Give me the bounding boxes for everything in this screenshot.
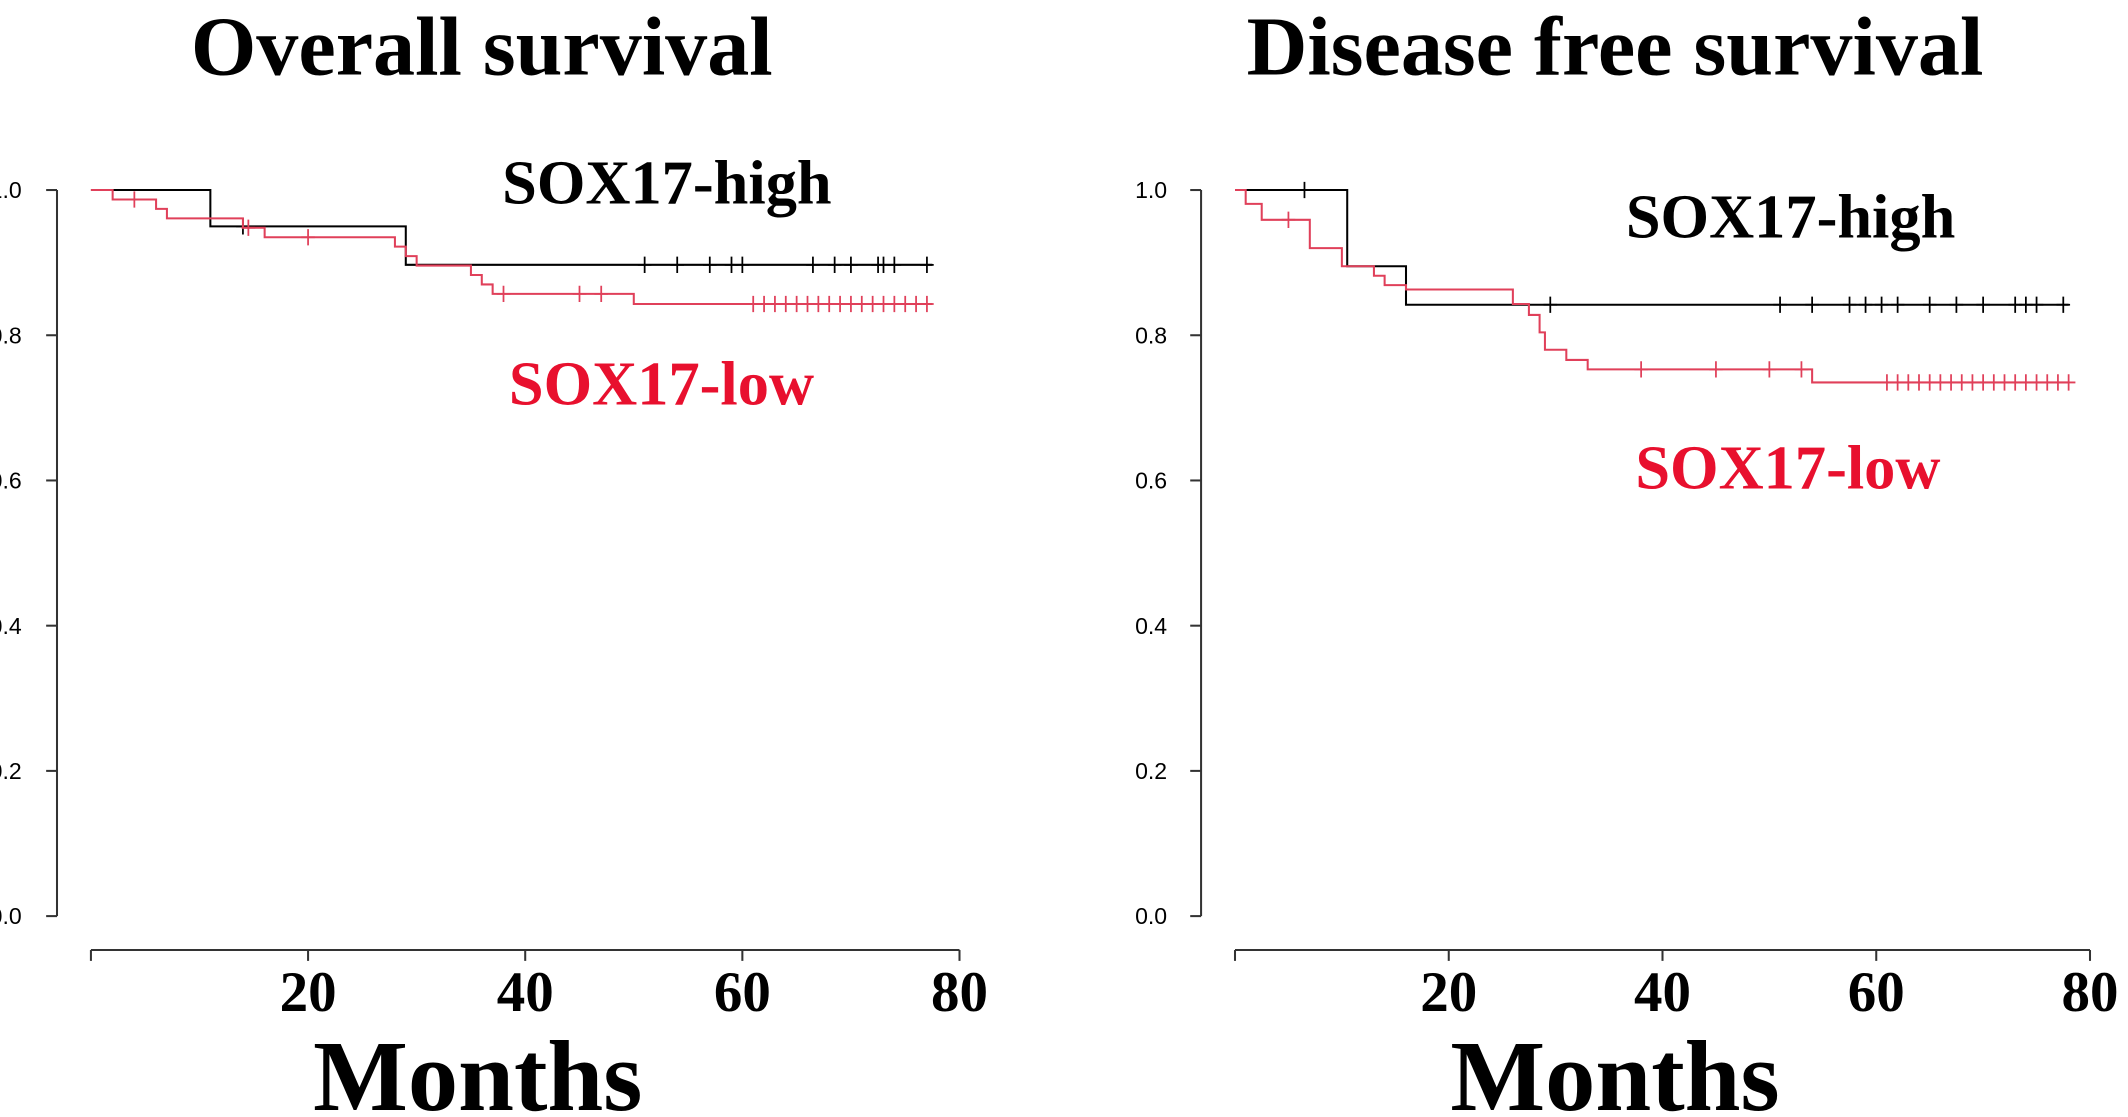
censor-mark — [887, 256, 902, 273]
y-tick-label: 1.0 — [0, 177, 22, 203]
y-tick-label: 0.0 — [0, 903, 22, 929]
y-tick-label: 0.4 — [1135, 613, 1167, 639]
censor-mark — [1890, 296, 1905, 313]
censor-mark — [2061, 374, 2076, 391]
censor-mark — [127, 191, 142, 208]
y-tick-label: 0.6 — [1135, 468, 1167, 494]
legend-label: SOX17-high — [1626, 182, 1955, 252]
censor-mark — [594, 285, 608, 303]
survival-curve — [90, 189, 933, 266]
y-tick-label: 0.8 — [0, 322, 22, 348]
censor-mark — [637, 256, 652, 273]
y-tick-label: 0.2 — [0, 758, 22, 784]
censor-mark — [806, 256, 820, 273]
y-tick-label: 0.0 — [1135, 903, 1167, 929]
x-tick-label: 60 — [1848, 961, 1905, 1024]
y-tick-label: 0.2 — [1135, 758, 1167, 784]
chart-title: Disease free survival — [1247, 1, 1984, 94]
censor-mark — [1805, 296, 1819, 313]
censor-mark — [1543, 296, 1558, 313]
censor-mark — [301, 229, 315, 246]
x-tick-label: 40 — [497, 961, 554, 1024]
chart-title: Overall survival — [191, 1, 773, 94]
censor-mark — [827, 256, 842, 273]
x-tick-label: 40 — [1634, 961, 1691, 1024]
censor-mark — [1842, 296, 1857, 313]
censor-mark — [1922, 296, 1937, 313]
survival-curve — [90, 189, 933, 306]
censor-mark — [2056, 296, 2071, 313]
censor-mark — [920, 256, 934, 273]
x-tick-label: 20 — [280, 961, 337, 1024]
censor-mark — [1709, 361, 1723, 378]
legend-label: SOX17-low — [509, 348, 814, 418]
y-tick-label: 0.6 — [0, 468, 22, 494]
censor-mark — [1858, 296, 1873, 313]
x-axis-label: Months — [1450, 1021, 1779, 1117]
censor-mark — [1794, 361, 1809, 378]
x-axis-label: Months — [313, 1021, 642, 1117]
censor-mark — [1634, 361, 1648, 378]
censor-mark — [703, 256, 717, 273]
censor-mark — [2029, 296, 2044, 313]
censor-mark — [241, 219, 256, 236]
survival-curve — [1235, 189, 2069, 384]
x-tick-label: 20 — [1420, 961, 1477, 1024]
censor-mark — [1949, 296, 1964, 313]
y-tick-label: 1.0 — [1135, 177, 1167, 203]
censor-mark — [1773, 296, 1787, 313]
censor-mark — [735, 256, 750, 273]
x-tick-label: 60 — [714, 961, 771, 1024]
y-tick-label: 0.8 — [1135, 322, 1167, 348]
legend-label: SOX17-high — [502, 148, 831, 218]
censor-mark — [572, 285, 587, 303]
legend-label: SOX17-low — [1635, 433, 1940, 503]
y-tick-label: 0.4 — [0, 613, 22, 639]
censor-mark — [844, 256, 858, 273]
censor-mark — [1281, 211, 1296, 228]
censor-mark — [1762, 361, 1777, 378]
censor-mark — [920, 295, 934, 313]
censor-mark — [1874, 296, 1889, 313]
x-tick-label: 80 — [931, 961, 988, 1024]
censor-mark — [496, 285, 511, 303]
censor-mark — [1976, 296, 1990, 313]
censor-mark — [1297, 181, 1312, 199]
x-tick-label: 80 — [2062, 961, 2119, 1024]
censor-mark — [670, 256, 684, 273]
